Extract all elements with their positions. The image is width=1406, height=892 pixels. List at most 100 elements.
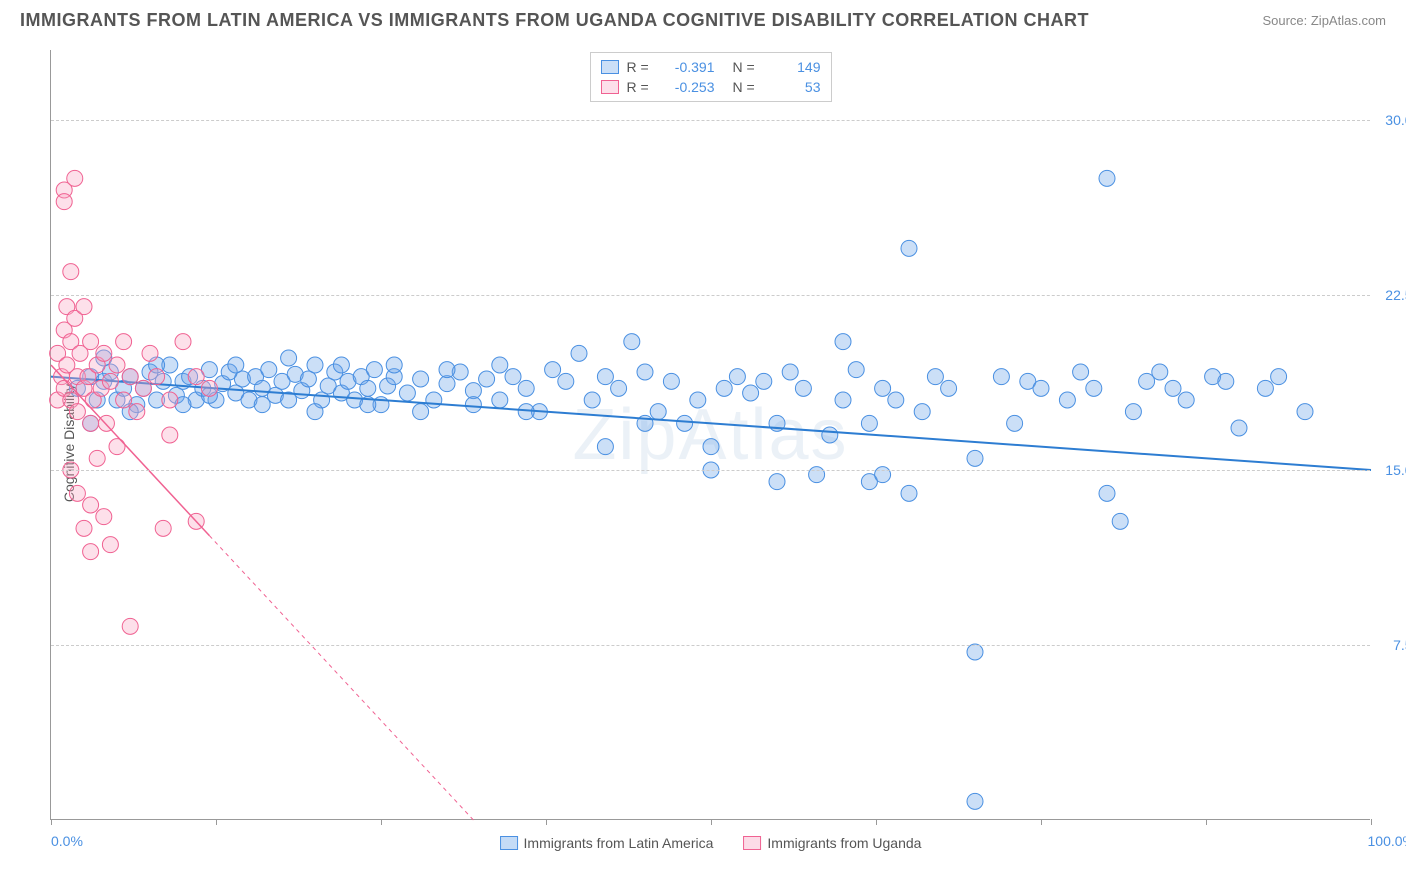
data-point (782, 364, 798, 380)
data-point (413, 371, 429, 387)
data-point (611, 380, 627, 396)
data-point (835, 334, 851, 350)
x-tick (51, 819, 52, 825)
data-point (835, 392, 851, 408)
data-point (888, 392, 904, 408)
data-point (1059, 392, 1075, 408)
data-point (518, 380, 534, 396)
r-value: -0.253 (665, 79, 715, 95)
data-point (1112, 513, 1128, 529)
series-legend: Immigrants from Latin America Immigrants … (500, 835, 922, 851)
data-point (188, 369, 204, 385)
data-point (584, 392, 600, 408)
gridline (51, 120, 1370, 121)
data-point (281, 350, 297, 366)
data-point (505, 369, 521, 385)
data-point (1165, 380, 1181, 396)
data-point (875, 380, 891, 396)
correlation-row: R =-0.391N =149 (601, 57, 821, 77)
data-point (96, 345, 112, 361)
data-point (155, 520, 171, 536)
data-point (261, 362, 277, 378)
data-point (545, 362, 561, 378)
data-point (83, 544, 99, 560)
legend-swatch (743, 836, 761, 850)
legend-swatch (601, 60, 619, 74)
data-point (597, 369, 613, 385)
correlation-row: R =-0.253N =53 (601, 77, 821, 97)
scatter-plot (51, 50, 1370, 819)
data-point (1218, 373, 1234, 389)
data-point (426, 392, 442, 408)
data-point (914, 404, 930, 420)
data-point (1297, 404, 1313, 420)
header: IMMIGRANTS FROM LATIN AMERICA VS IMMIGRA… (0, 0, 1406, 41)
data-point (228, 357, 244, 373)
data-point (149, 369, 165, 385)
y-tick-label: 22.5% (1385, 287, 1406, 303)
data-point (129, 404, 145, 420)
data-point (729, 369, 745, 385)
data-point (162, 392, 178, 408)
data-point (1033, 380, 1049, 396)
data-point (413, 404, 429, 420)
data-point (967, 644, 983, 660)
data-point (492, 392, 508, 408)
data-point (69, 485, 85, 501)
chart-title: IMMIGRANTS FROM LATIN AMERICA VS IMMIGRA… (20, 10, 1089, 31)
data-point (76, 520, 92, 536)
correlation-legend: R =-0.391N =149R =-0.253N =53 (590, 52, 832, 102)
x-tick (711, 819, 712, 825)
n-value: 149 (771, 59, 821, 75)
data-point (492, 357, 508, 373)
data-point (122, 618, 138, 634)
data-point (366, 362, 382, 378)
data-point (116, 334, 132, 350)
data-point (109, 357, 125, 373)
data-point (571, 345, 587, 361)
data-point (743, 385, 759, 401)
data-point (439, 362, 455, 378)
chart-area: Cognitive Disability ZipAtlas R =-0.391N… (50, 50, 1370, 820)
data-point (993, 369, 1009, 385)
data-point (1152, 364, 1168, 380)
data-point (663, 373, 679, 389)
data-point (927, 369, 943, 385)
data-point (861, 415, 877, 431)
data-point (1178, 392, 1194, 408)
x-axis-min-label: 0.0% (51, 833, 83, 849)
data-point (479, 371, 495, 387)
data-point (901, 240, 917, 256)
x-tick (1371, 819, 1372, 825)
data-point (69, 404, 85, 420)
data-point (102, 537, 118, 553)
data-point (399, 385, 415, 401)
legend-label: Immigrants from Latin America (524, 835, 714, 851)
data-point (333, 357, 349, 373)
data-point (142, 345, 158, 361)
data-point (162, 427, 178, 443)
gridline (51, 470, 1370, 471)
x-tick (1041, 819, 1042, 825)
x-axis-max-label: 100.0% (1368, 833, 1406, 849)
y-tick-label: 7.5% (1393, 637, 1406, 653)
data-point (96, 509, 112, 525)
trend-line-dashed (209, 536, 473, 820)
data-point (465, 397, 481, 413)
data-point (1257, 380, 1273, 396)
n-value: 53 (771, 79, 821, 95)
data-point (703, 439, 719, 455)
data-point (822, 427, 838, 443)
legend-item: Immigrants from Uganda (743, 835, 921, 851)
data-point (63, 264, 79, 280)
data-point (307, 357, 323, 373)
data-point (1007, 415, 1023, 431)
data-point (1099, 485, 1115, 501)
y-tick-label: 30.0% (1385, 112, 1406, 128)
data-point (967, 793, 983, 809)
data-point (175, 334, 191, 350)
data-point (83, 497, 99, 513)
data-point (518, 404, 534, 420)
data-point (677, 415, 693, 431)
data-point (1231, 420, 1247, 436)
